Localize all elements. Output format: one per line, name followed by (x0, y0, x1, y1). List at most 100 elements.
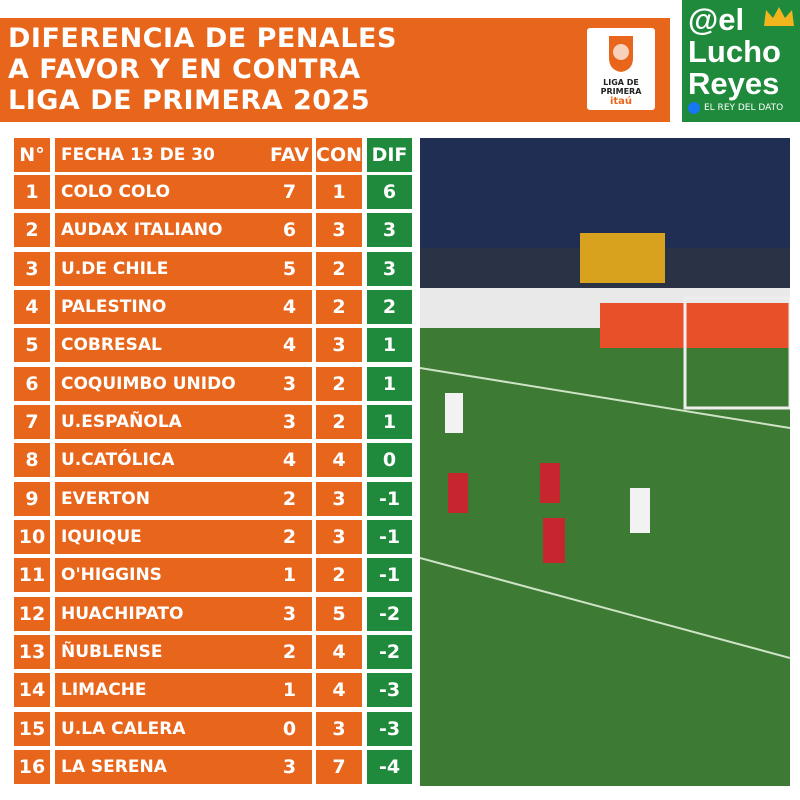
team-cell: COBRESAL (55, 328, 268, 363)
con-cell: 3 (316, 481, 362, 516)
con-cell: 2 (316, 251, 362, 286)
team-cell: HUACHIPATO (55, 596, 268, 631)
dif-cell: 1 (367, 328, 412, 363)
brand-box: @el Lucho Reyes EL REY DEL DATO (682, 0, 800, 122)
fav-cell: 2 (267, 519, 312, 554)
column-header: FECHA 13 DE 30 (55, 138, 268, 172)
header-banner: DIFERENCIA DE PENALES A FAVOR Y EN CONTR… (0, 18, 670, 122)
fav-cell: 2 (267, 634, 312, 669)
team-cell: ÑUBLENSE (55, 634, 268, 669)
team-cell: AUDAX ITALIANO (55, 213, 268, 248)
team-cell: PALESTINO (55, 289, 268, 324)
rank-cell: 10 (14, 519, 50, 554)
rank-cell: 16 (14, 749, 50, 784)
fav-cell: 3 (267, 749, 312, 784)
con-cell: 1 (316, 175, 362, 209)
logo-sponsor: itaú (609, 96, 633, 107)
dif-cell: -1 (367, 519, 412, 554)
column-header: CON (316, 138, 362, 172)
logo-text: LIGA DE (603, 78, 639, 87)
con-cell: 7 (316, 749, 362, 784)
fav-cell: 4 (267, 328, 312, 363)
fav-cell: 2 (267, 481, 312, 516)
rank-cell: 1 (14, 175, 50, 209)
match-photo (420, 138, 790, 786)
team-cell: COLO COLO (55, 175, 268, 209)
con-cell: 2 (316, 404, 362, 439)
team-cell: COQUIMBO UNIDO (55, 366, 268, 401)
rank-cell: 8 (14, 443, 50, 478)
rank-cell: 9 (14, 481, 50, 516)
team-cell: LA SERENA (55, 749, 268, 784)
dif-cell: 3 (367, 213, 412, 248)
logo-text: PRIMERA (600, 87, 642, 96)
column-header: FAV (267, 138, 312, 172)
con-cell: 2 (316, 366, 362, 401)
con-cell: 2 (316, 558, 362, 593)
fav-cell: 3 (267, 596, 312, 631)
dif-cell: -2 (367, 634, 412, 669)
fav-cell: 6 (267, 213, 312, 248)
brand-line: Lucho (688, 34, 781, 69)
title-line: LIGA DE PRIMERA 2025 (8, 85, 371, 116)
rank-cell: 12 (14, 596, 50, 631)
dif-cell: 1 (367, 366, 412, 401)
fav-cell: 1 (267, 558, 312, 593)
league-logo: LIGA DE PRIMERA itaú (587, 28, 655, 110)
con-cell: 5 (316, 596, 362, 631)
title-line: DIFERENCIA DE PENALES (8, 23, 397, 54)
con-cell: 3 (316, 213, 362, 248)
team-cell: U.ESPAÑOLA (55, 404, 268, 439)
team-cell: EVERTON (55, 481, 268, 516)
fav-cell: 5 (267, 251, 312, 286)
team-cell: U.CATÓLICA (55, 443, 268, 478)
team-cell: U.DE CHILE (55, 251, 268, 286)
dif-cell: 1 (367, 404, 412, 439)
logo-emblem (609, 36, 633, 72)
brand-line: Reyes (688, 66, 780, 101)
dif-cell: -3 (367, 673, 412, 708)
dif-cell: 0 (367, 443, 412, 478)
con-cell: 4 (316, 673, 362, 708)
team-cell: O'HIGGINS (55, 558, 268, 593)
fav-cell: 4 (267, 443, 312, 478)
con-cell: 4 (316, 634, 362, 669)
dif-cell: 3 (367, 251, 412, 286)
rank-cell: 7 (14, 404, 50, 439)
rank-cell: 15 (14, 711, 50, 746)
rank-cell: 5 (14, 328, 50, 363)
fav-cell: 4 (267, 289, 312, 324)
dif-cell: -3 (367, 711, 412, 746)
con-cell: 4 (316, 443, 362, 478)
con-cell: 2 (316, 289, 362, 324)
con-cell: 3 (316, 519, 362, 554)
con-cell: 3 (316, 711, 362, 746)
rank-cell: 11 (14, 558, 50, 593)
fav-cell: 0 (267, 711, 312, 746)
con-cell: 3 (316, 328, 362, 363)
team-cell: IQUIQUE (55, 519, 268, 554)
column-header: DIF (367, 138, 412, 172)
dif-cell: -2 (367, 596, 412, 631)
dif-cell: 6 (367, 175, 412, 209)
brand-line: @el (688, 2, 745, 37)
title-line: A FAVOR Y EN CONTRA (8, 54, 361, 85)
rank-cell: 14 (14, 673, 50, 708)
rank-cell: 13 (14, 634, 50, 669)
crown-icon (764, 7, 794, 26)
team-cell: LIMACHE (55, 673, 268, 708)
dif-cell: -1 (367, 558, 412, 593)
fav-cell: 3 (267, 404, 312, 439)
dif-cell: 2 (367, 289, 412, 324)
rank-cell: 2 (14, 213, 50, 248)
facebook-icon (688, 102, 700, 114)
rank-cell: 6 (14, 366, 50, 401)
fav-cell: 1 (267, 673, 312, 708)
column-header: N° (14, 138, 50, 172)
rank-cell: 4 (14, 289, 50, 324)
fav-cell: 3 (267, 366, 312, 401)
dif-cell: -4 (367, 749, 412, 784)
brand-tagline: EL REY DEL DATO (704, 103, 784, 113)
rank-cell: 3 (14, 251, 50, 286)
